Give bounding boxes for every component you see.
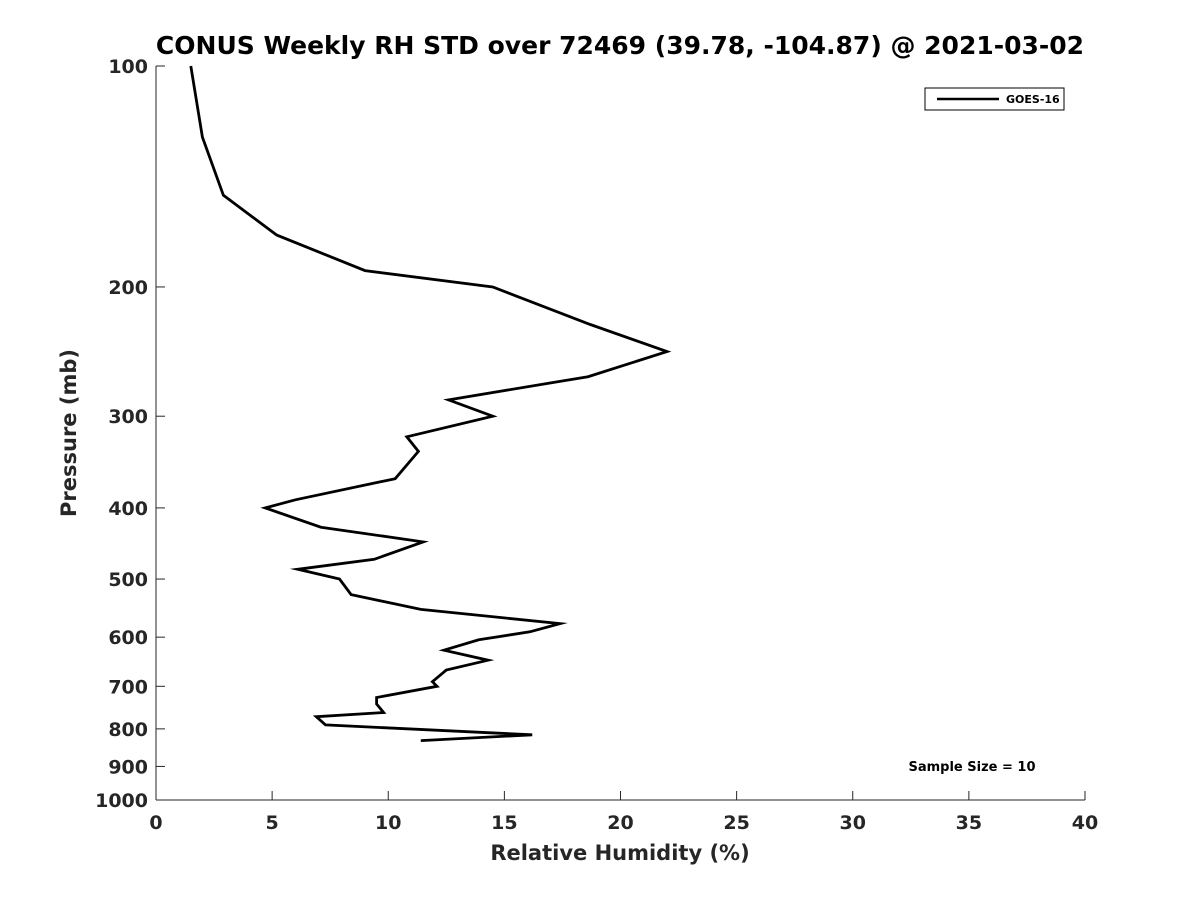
x-tick-label: 30 [840,812,866,834]
x-tick-label: 20 [607,812,633,834]
legend: GOES-16 [924,87,1065,111]
y-tick-label: 300 [108,406,148,428]
y-tick-label: 1000 [95,790,148,812]
x-tick-label: 10 [375,812,401,834]
legend-entry: GOES-16 [1006,93,1060,106]
x-tick-label: 0 [149,812,162,834]
y-tick-label: 600 [108,627,148,649]
sample-size-annotation: Sample Size = 10 [908,760,1035,775]
x-tick-label: 40 [1072,812,1098,834]
x-tick-label: 35 [956,812,982,834]
y-tick-label: 500 [108,569,148,591]
y-tick-label: 400 [108,498,148,520]
plot-area: 0 5 10 15 20 25 30 35 40 100 200 300 400 500 600 700 800… [95,56,1098,834]
y-tick-label: 100 [108,56,148,78]
y-axis-label: Pressure (mb) [57,349,81,517]
y-tick-label: 200 [108,277,148,299]
series-line-goes-16 [189,65,672,742]
y-tick-label: 700 [108,676,148,698]
chart-title: CONUS Weekly RH STD over 72469 (39.78, -… [156,31,1084,60]
y-tick-label: 800 [108,719,148,741]
x-axis-label: Relative Humidity (%) [490,841,749,865]
x-tick-label: 5 [266,812,279,834]
x-tick-label: 15 [491,812,517,834]
x-tick-label: 25 [723,812,749,834]
y-tick-label: 900 [108,756,148,778]
